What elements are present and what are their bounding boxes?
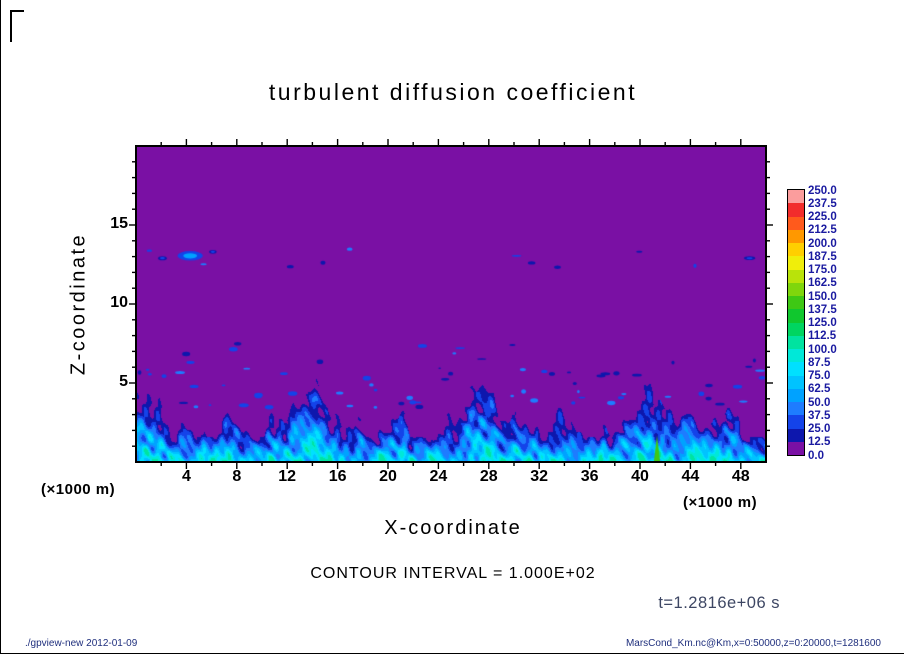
- x-tick-label: 16: [328, 468, 347, 485]
- colorbar-label: 162.5: [808, 277, 837, 290]
- time-annotation: t=1.2816e+06 s: [658, 594, 780, 612]
- colorbar-label: 212.5: [808, 224, 837, 237]
- colorbar-cell: [788, 402, 804, 416]
- colorbar: 250.0 237.5 225.0 212.5 200.0 187.5 175.0 162.5…: [787, 185, 837, 462]
- colorbar-cell: [788, 441, 804, 455]
- footer-command: ./gpview-new 2012-01-09: [25, 638, 138, 649]
- colorbar-label: 237.5: [808, 197, 837, 210]
- colorbar-cell: [788, 216, 804, 230]
- colorbar-label: 12.5: [808, 436, 831, 449]
- x-unit-label-right: (×1000 m): [683, 494, 758, 511]
- colorbar-label: 150.0: [808, 290, 837, 303]
- colorbar-cell: [788, 269, 804, 283]
- colorbar-label: 250.0: [808, 184, 837, 197]
- colorbar-cell: [788, 428, 804, 442]
- colorbar-cell: [788, 349, 804, 363]
- colorbar-label: 137.5: [808, 303, 837, 316]
- colorbar-label: 200.0: [808, 237, 837, 250]
- colorbar-label: 100.0: [808, 343, 837, 356]
- colorbar-cell: [788, 388, 804, 402]
- colorbar-label: 87.5: [808, 356, 831, 369]
- colorbar-label: 75.0: [808, 370, 831, 382]
- colorbar-label: 225.0: [808, 211, 837, 223]
- colorbar-label: 175.0: [808, 264, 837, 276]
- colorbar-cell: [788, 203, 804, 217]
- colorbar-cell: [788, 415, 804, 429]
- colorbar-label: 0.0: [808, 449, 824, 462]
- colorbar-cell: [788, 375, 804, 389]
- colorbar-label: 50.0: [808, 396, 831, 409]
- x-tick-label: 20: [379, 468, 397, 485]
- colorbar-cell: [788, 362, 804, 376]
- colorbar-label: 125.0: [808, 317, 837, 329]
- colorbar-label: 25.0: [808, 423, 831, 435]
- contour-interval-note: CONTOUR INTERVAL = 1.000E+02: [310, 565, 596, 582]
- colorbar-cells: [787, 189, 805, 456]
- colorbar-label: 112.5: [808, 330, 837, 343]
- x-tick-label: 40: [631, 468, 649, 485]
- colorbar-cell: [788, 322, 804, 336]
- plot-frame: [129, 139, 773, 469]
- z-tick-label: 10: [110, 294, 128, 311]
- x-tick-label: 32: [530, 468, 549, 485]
- chart-title: turbulent diffusion coefficient: [268, 79, 638, 105]
- x-tick-label: 36: [580, 468, 599, 485]
- colorbar-label: 37.5: [808, 409, 831, 422]
- heatmap-canvas: [136, 146, 766, 462]
- colorbar-cell: [788, 229, 804, 243]
- x-tick-label: 28: [479, 468, 498, 485]
- x-axis-title: X-coordinate: [384, 517, 522, 539]
- colorbar-label: 62.5: [808, 383, 831, 396]
- viewport-corner-mark: [10, 10, 24, 42]
- x-tick-label: 44: [681, 468, 700, 485]
- colorbar-cell: [788, 296, 804, 310]
- x-tick-label: 48: [731, 468, 750, 485]
- colorbar-cell: [788, 335, 804, 349]
- z-tick-label: 5: [119, 373, 128, 390]
- colorbar-cell: [788, 256, 804, 270]
- x-unit-label-left: (×1000 m): [41, 481, 116, 498]
- z-tick-label: 15: [110, 215, 128, 232]
- colorbar-cell: [788, 282, 804, 296]
- x-tick-label: 12: [278, 468, 297, 485]
- colorbar-cell: [788, 190, 804, 204]
- footer-dataset: MarsCond_Km.nc@Km,x=0:50000,z=0:20000,t=…: [625, 638, 881, 649]
- x-tick-label: 24: [429, 468, 448, 485]
- x-tick-label: 8: [232, 468, 242, 485]
- colorbar-cell: [788, 243, 804, 257]
- colorbar-label: 187.5: [808, 250, 837, 263]
- colorbar-cell: [788, 309, 804, 323]
- x-tick-label: 4: [181, 468, 191, 485]
